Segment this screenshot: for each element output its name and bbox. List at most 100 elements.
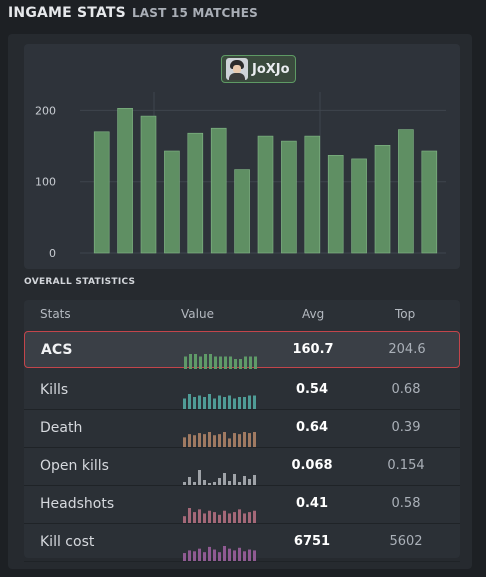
spark-bar [243, 476, 246, 485]
spark-bar [213, 482, 216, 485]
chart-bar[interactable] [234, 169, 250, 254]
spark-bar [238, 397, 241, 409]
spark-bar [253, 510, 256, 523]
spark-bar [198, 548, 201, 561]
stat-name: Open kills [40, 458, 109, 474]
chart-bar[interactable] [257, 135, 274, 254]
spark-bar [253, 475, 256, 485]
chart-bar[interactable] [140, 115, 157, 254]
spark-bar [193, 551, 196, 561]
chart-bar[interactable] [164, 150, 180, 254]
stat-top: 0.154 [387, 458, 425, 473]
spark-bar [253, 395, 256, 409]
column-header-avg: Avg [302, 307, 325, 321]
spark-bar [243, 513, 246, 523]
chart-bar[interactable] [398, 129, 414, 254]
spark-bar [214, 356, 217, 369]
stat-avg: 160.7 [292, 342, 334, 357]
table-header: Stats Value Avg Top [24, 300, 460, 328]
y-tick-label: 200 [35, 104, 56, 117]
player-avatar-icon [226, 58, 248, 80]
stat-name: Kill cost [40, 534, 95, 550]
spark-bar [238, 434, 241, 447]
spark-bar [193, 512, 196, 523]
spark-bar [203, 513, 206, 523]
spark-bar [188, 508, 191, 523]
chart-bar[interactable] [327, 155, 344, 254]
stat-name: Kills [40, 382, 69, 398]
spark-bar [213, 398, 216, 409]
spark-bar [243, 551, 246, 561]
spark-bar [224, 356, 227, 369]
column-header-top: Top [395, 307, 416, 321]
spark-bar [188, 477, 191, 485]
stat-avg: 0.64 [295, 420, 329, 435]
spark-bar [248, 395, 251, 409]
spark-bar [203, 434, 206, 447]
stat-name: ACS [41, 342, 73, 358]
chart-bar[interactable] [281, 140, 297, 254]
spark-bar [213, 435, 216, 447]
stats-row[interactable]: Kill cost 6751 5602 [24, 524, 460, 562]
chart-bar[interactable] [93, 131, 110, 254]
spark-bar [244, 356, 247, 369]
spark-bar [203, 552, 206, 561]
chart-bar[interactable] [117, 108, 133, 254]
stats-row[interactable]: Headshots 0.41 0.58 [24, 486, 460, 524]
spark-bar [234, 359, 237, 369]
spark-bar [183, 437, 186, 447]
spark-bar [193, 435, 196, 447]
chart-bar[interactable] [187, 132, 204, 254]
stats-row[interactable]: Open kills 0.068 0.154 [24, 448, 460, 486]
stats-row[interactable]: Kills 0.54 0.68 [24, 372, 460, 410]
spark-bar [208, 394, 211, 409]
spark-bar [218, 552, 221, 561]
chart-bar[interactable] [351, 158, 367, 254]
spark-bar [243, 432, 246, 447]
stats-row[interactable]: Death 0.64 0.39 [24, 410, 460, 448]
spark-bar [239, 359, 242, 369]
value-sparkline [183, 432, 256, 447]
spark-bar [233, 550, 236, 561]
spark-bar [223, 546, 226, 561]
spark-bar [213, 512, 216, 523]
spark-bar [198, 395, 201, 409]
spark-bar [223, 397, 226, 409]
stat-name: Headshots [40, 496, 115, 512]
spark-bar [248, 433, 251, 447]
spark-bar [233, 474, 236, 485]
spark-bar [228, 395, 231, 409]
spark-bar [198, 509, 201, 523]
spark-bar [199, 356, 202, 369]
chart-bar[interactable] [421, 150, 438, 254]
page-header: INGAME STATS LAST 15 MATCHES [8, 5, 258, 21]
spark-bar [213, 549, 216, 561]
spark-bar [223, 473, 226, 485]
spark-bar [243, 397, 246, 409]
stat-avg: 6751 [293, 534, 331, 549]
stat-top: 0.39 [391, 420, 421, 435]
stat-avg: 0.54 [295, 382, 329, 397]
spark-bar [253, 432, 256, 447]
spark-bar [198, 433, 201, 447]
spark-bar [208, 546, 211, 561]
spark-bar [218, 395, 221, 409]
player-badge[interactable]: JoXJo [221, 55, 296, 83]
chart-bar[interactable] [210, 127, 227, 254]
stats-panel: 0 100 200 JoXJo OVERALL STATISTICS Stats V… [8, 34, 472, 569]
chart-bar[interactable] [374, 145, 391, 254]
spark-bar [254, 356, 257, 369]
stat-top: 204.6 [388, 342, 426, 357]
spark-bar [228, 438, 231, 447]
spark-bar [188, 434, 191, 447]
spark-bar [208, 510, 211, 523]
chart-bar[interactable] [304, 135, 321, 254]
column-header-value: Value [181, 307, 214, 321]
spark-bar [209, 354, 212, 369]
player-name: JoXJo [252, 61, 290, 77]
spark-bar [189, 354, 192, 369]
stat-name: Death [40, 420, 83, 436]
value-sparkline [183, 470, 256, 485]
spark-bar [188, 550, 191, 561]
stats-row[interactable]: ACS 160.7 204.6 [24, 331, 460, 369]
